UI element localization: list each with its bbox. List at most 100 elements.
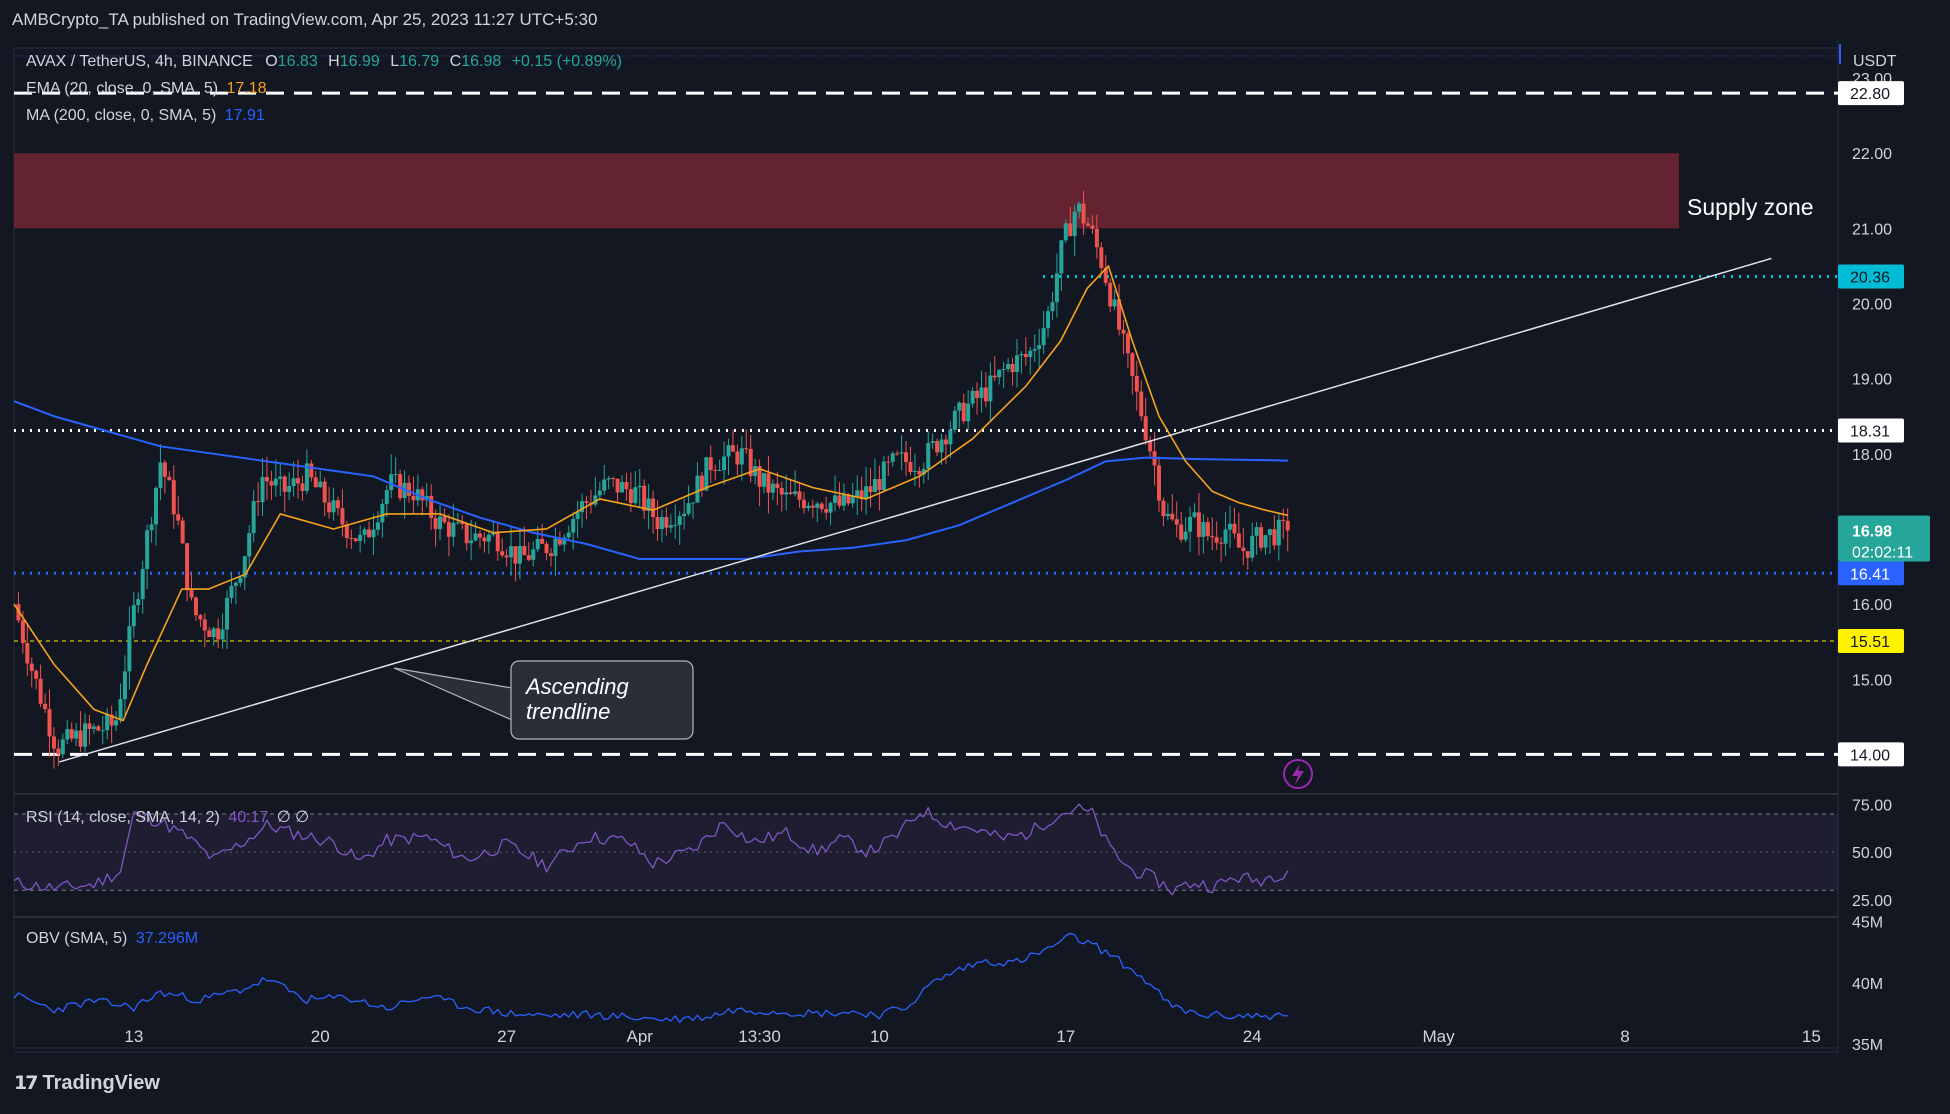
candle-body xyxy=(904,452,909,463)
candle-body xyxy=(824,509,829,513)
candle-body xyxy=(637,485,642,488)
candle-body xyxy=(140,569,145,600)
main-legend[interactable]: AVAX / TetherUS, 4h, BINANCE O16.83 H16.… xyxy=(26,53,622,71)
candle-body xyxy=(1170,513,1175,520)
obv-legend-label[interactable]: OBV (SMA, 5) xyxy=(26,930,128,947)
candle-body xyxy=(611,478,616,480)
candle-body xyxy=(411,495,416,501)
candle-body xyxy=(997,369,1002,378)
obv-legend[interactable]: OBV (SMA, 5) 37.296M xyxy=(26,930,198,948)
candle-body xyxy=(553,538,558,557)
candle-body xyxy=(486,534,491,542)
candle-body xyxy=(65,729,70,740)
time-axis-tick: 10 xyxy=(870,1027,889,1046)
candle-body xyxy=(1050,302,1055,312)
candle-body xyxy=(1103,267,1108,283)
candle-body xyxy=(100,730,105,732)
candle-body xyxy=(766,473,771,493)
candle-body xyxy=(260,477,265,503)
candle-body xyxy=(557,538,562,545)
candle-body xyxy=(801,499,806,509)
high-value: 16.99 xyxy=(339,53,380,70)
obv-axis-tick: 45M xyxy=(1852,915,1883,932)
rsi-axis-tick: 25.00 xyxy=(1852,893,1892,910)
candle-body xyxy=(744,448,749,450)
candle-body xyxy=(646,498,651,511)
candle-body xyxy=(606,478,611,480)
ema-legend-label[interactable]: EMA (20, close, 0, SMA, 5) xyxy=(26,80,219,97)
price-axis-tick: 16.00 xyxy=(1852,597,1892,614)
price-level-tag xyxy=(1838,418,1904,443)
candle-body xyxy=(1263,535,1268,548)
candle-body xyxy=(957,402,962,411)
candle-body xyxy=(1183,531,1188,540)
candle-body xyxy=(375,522,380,530)
candle-body xyxy=(841,494,846,506)
candle-body xyxy=(331,500,336,513)
candle-body xyxy=(406,482,411,496)
rsi-legend[interactable]: RSI (14, close, SMA, 14, 2) 40.17 ∅ ∅ xyxy=(26,807,309,827)
candle-body xyxy=(420,489,425,501)
candle-body xyxy=(451,522,456,537)
candle-body xyxy=(1028,350,1033,358)
rsi-legend-label[interactable]: RSI (14, close, SMA, 14, 2) xyxy=(26,809,220,826)
ma-legend[interactable]: MA (200, close, 0, SMA, 5) 17.91 xyxy=(26,107,265,125)
candle-body xyxy=(859,490,864,500)
candle-body xyxy=(300,483,305,491)
candle-body xyxy=(38,678,43,704)
ma-legend-label[interactable]: MA (200, close, 0, SMA, 5) xyxy=(26,107,217,124)
candle-body xyxy=(850,496,855,504)
obv-legend-value: 37.296M xyxy=(135,930,199,947)
candle-body xyxy=(442,516,447,523)
ma-legend-value: 17.91 xyxy=(224,107,265,124)
candle-body xyxy=(522,546,527,556)
candle-body xyxy=(433,517,438,530)
candle-body xyxy=(1019,353,1024,356)
candle-body xyxy=(730,445,735,452)
candle-body xyxy=(921,469,926,475)
candle-body xyxy=(225,597,230,630)
candle-body xyxy=(872,478,877,493)
candle-body xyxy=(797,491,802,500)
candle-body xyxy=(56,748,61,755)
time-axis-tick: May xyxy=(1423,1027,1456,1046)
candle-body xyxy=(118,699,123,721)
symbol-label[interactable]: AVAX / TetherUS, 4h, BINANCE xyxy=(26,53,253,70)
currency-label: USDT xyxy=(1853,53,1897,70)
ema20-line xyxy=(13,265,1289,722)
current-price-label: 16.98 xyxy=(1852,523,1892,540)
candle-body xyxy=(784,492,789,495)
candle-body xyxy=(544,543,549,554)
candle-body xyxy=(171,480,176,515)
candle-body xyxy=(943,439,948,445)
candle-body xyxy=(340,508,345,525)
candle-body xyxy=(664,517,669,528)
candle-body xyxy=(20,620,25,644)
ema-legend[interactable]: EMA (20, close, 0, SMA, 5) 17.18 xyxy=(26,80,267,98)
candle-body xyxy=(482,537,487,542)
candle-body xyxy=(1121,329,1126,334)
candle-body xyxy=(91,726,96,729)
price-axis-tick: 18.00 xyxy=(1852,447,1892,464)
high-label: H xyxy=(328,53,340,70)
candle-body xyxy=(114,720,119,726)
candle-body xyxy=(278,476,283,479)
candle-body xyxy=(216,628,221,640)
candle-body xyxy=(1228,523,1232,530)
candle-body xyxy=(526,555,531,560)
candle-body xyxy=(43,703,48,710)
candle-body xyxy=(717,469,722,471)
candle-body xyxy=(722,456,727,470)
candle-body xyxy=(571,518,576,533)
tradingview-brand[interactable]: 𝟭𝟳 TradingView xyxy=(14,1072,160,1095)
candle-body xyxy=(477,533,482,538)
candle-body xyxy=(96,726,101,731)
candle-body xyxy=(1179,524,1184,540)
candle-body xyxy=(371,529,376,538)
candle-body xyxy=(202,619,207,631)
candle-body xyxy=(318,481,323,488)
candle-body xyxy=(189,590,194,598)
candle-body xyxy=(1192,512,1197,517)
